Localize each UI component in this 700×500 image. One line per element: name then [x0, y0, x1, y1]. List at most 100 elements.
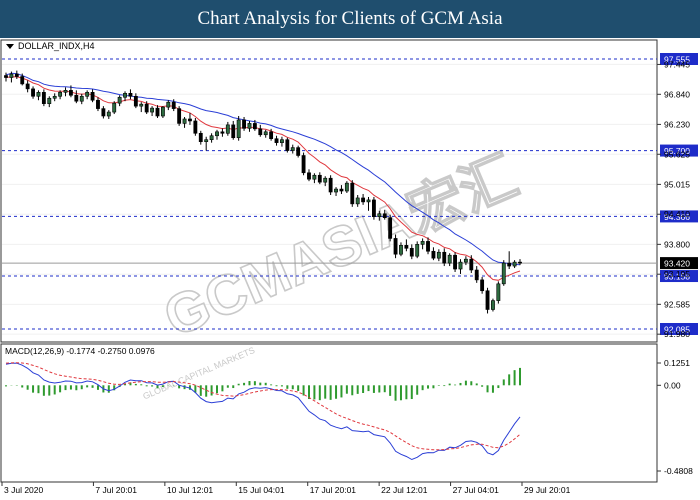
candle: [469, 255, 474, 273]
candle-body: [36, 92, 41, 97]
candle: [431, 247, 436, 261]
chart-menu-triangle[interactable]: [6, 44, 14, 49]
candle-body: [242, 119, 246, 129]
candle-body: [247, 123, 252, 129]
y-tick-label: 96.840: [664, 89, 690, 99]
candle-body: [155, 107, 160, 117]
candle-body: [69, 90, 73, 96]
candle-body: [188, 118, 192, 122]
candle: [85, 90, 90, 100]
candle: [458, 259, 463, 274]
candle: [507, 251, 512, 270]
candle-body: [296, 147, 301, 156]
candle: [263, 129, 268, 138]
candle: [79, 93, 84, 105]
candle: [171, 99, 176, 112]
y-tick-label: 92.585: [664, 299, 690, 309]
candle-body: [20, 76, 25, 85]
candle: [442, 248, 447, 267]
candle: [182, 116, 187, 128]
candle: [231, 120, 236, 140]
candle-body: [436, 251, 441, 259]
candle-body: [420, 241, 425, 245]
candle-body: [258, 128, 263, 136]
candle-body: [334, 188, 338, 193]
candle: [4, 72, 8, 82]
candle: [301, 152, 306, 176]
y-tick-label: 93.195: [664, 269, 690, 279]
candle: [96, 97, 100, 112]
candle-body: [399, 245, 403, 255]
candle: [463, 256, 468, 266]
candle: [139, 102, 144, 113]
candle-body: [215, 131, 219, 137]
candle-body: [285, 139, 290, 151]
level-label: 97.555: [664, 55, 690, 65]
candle-body: [198, 132, 203, 142]
candle-body: [112, 102, 117, 113]
level-label: 94.366: [664, 212, 690, 222]
y-tick-label: 95.015: [664, 179, 690, 189]
candle: [323, 176, 328, 187]
candle-body: [491, 300, 495, 310]
candle-body: [447, 254, 452, 264]
level-box: [660, 144, 698, 157]
current-price-box: [660, 257, 698, 270]
x-tick-label: 27 Jul 04:01: [453, 485, 500, 495]
candle: [225, 121, 230, 136]
level-label: 92.085: [664, 325, 690, 335]
candle: [344, 181, 349, 194]
candle: [415, 241, 420, 259]
y-tick-label: 95.625: [664, 149, 690, 159]
y-tick-label: 91.980: [664, 329, 690, 339]
candle: [52, 93, 57, 102]
candle: [177, 106, 182, 126]
candle: [144, 101, 149, 115]
candle-body: [458, 261, 463, 270]
candle: [474, 266, 479, 283]
candle-body: [290, 147, 295, 151]
candle-body: [442, 251, 447, 264]
ma-slow-line: [5, 72, 521, 266]
candle-body: [317, 174, 322, 183]
candle: [188, 113, 192, 125]
macd-tick-label: -0.4808: [664, 466, 693, 476]
candle-body: [512, 261, 517, 267]
candle-body: [47, 97, 52, 104]
candle: [220, 128, 225, 137]
candle-body: [52, 95, 57, 99]
candle-body: [128, 93, 133, 97]
macd-line: [5, 362, 521, 461]
candle-body: [58, 92, 63, 97]
candle-body: [85, 92, 90, 97]
macd-panel: [0, 343, 658, 483]
symbol-label: DOLLAR_INDX,H4: [18, 41, 95, 51]
y-tick-label: 96.230: [664, 119, 690, 129]
macd-tick-label: 0.00: [664, 380, 681, 390]
candle-body: [415, 244, 420, 257]
candle: [160, 106, 165, 118]
candle: [58, 90, 63, 100]
candle: [426, 237, 430, 255]
candle: [14, 70, 19, 79]
candle: [296, 145, 301, 158]
candle: [69, 85, 73, 98]
candle-body: [123, 93, 127, 98]
candle-body: [263, 131, 268, 136]
candle: [480, 276, 485, 294]
candle: [366, 196, 371, 211]
candle: [436, 249, 441, 262]
candle: [106, 110, 111, 119]
candle-body: [431, 250, 436, 259]
candle-body: [41, 92, 46, 104]
candle: [247, 120, 252, 132]
candle: [25, 80, 30, 93]
candle: [215, 129, 219, 140]
candle: [371, 196, 376, 220]
x-tick-label: 10 Jul 12:01: [167, 485, 214, 495]
candle-body: [209, 135, 214, 141]
candle: [204, 136, 209, 151]
candle: [453, 252, 457, 272]
candle: [512, 260, 517, 269]
candle-body: [388, 217, 393, 239]
